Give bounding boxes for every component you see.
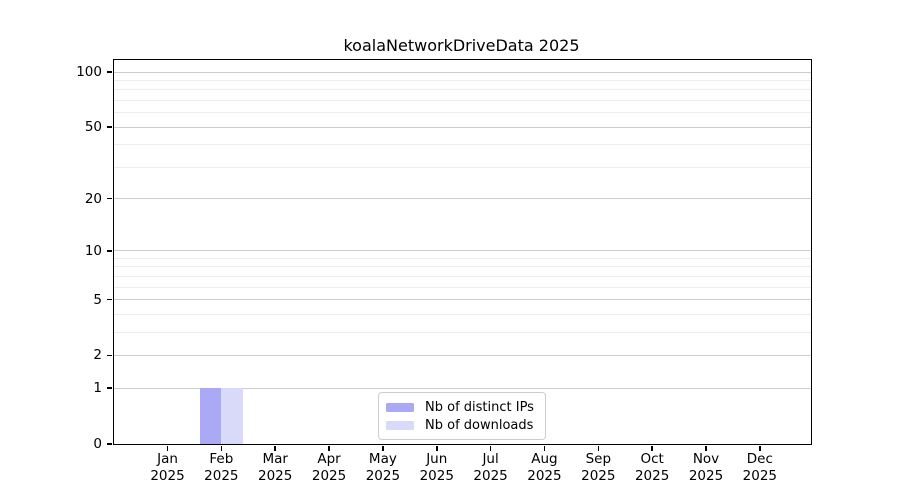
x-tick-label: Dec 2025 — [724, 451, 796, 485]
major-gridline — [114, 126, 811, 128]
legend-label: Nb of downloads — [425, 417, 534, 433]
y-axis-tick — [107, 71, 113, 73]
minor-gridline — [114, 286, 811, 288]
x-tick-label: Sep 2025 — [562, 451, 634, 485]
major-gridline — [114, 198, 811, 200]
x-tick-month: Sep — [585, 451, 612, 467]
y-axis-tick — [107, 126, 113, 128]
x-axis-tick — [328, 445, 330, 451]
y-tick-label: 100 — [76, 64, 102, 80]
x-axis-tick — [597, 445, 600, 451]
x-tick-month: Mar — [262, 451, 288, 467]
x-tick-month: Dec — [746, 451, 773, 467]
x-tick-year: 2025 — [365, 468, 401, 484]
legend-swatch — [386, 420, 414, 430]
legend-label: Nb of distinct IPs — [425, 399, 534, 415]
x-tick-month: Oct — [640, 451, 664, 467]
minor-gridline — [114, 331, 811, 333]
legend: Nb of distinct IPs Nb of downloads — [378, 392, 546, 440]
x-axis-tick — [543, 445, 546, 451]
y-axis-tick — [107, 197, 113, 200]
x-tick-label: Apr 2025 — [293, 451, 365, 485]
x-axis-tick — [489, 445, 492, 451]
y-axis-tick — [107, 443, 113, 445]
x-tick-label: Aug 2025 — [508, 451, 580, 485]
x-tick-year: 2025 — [634, 468, 670, 484]
minor-gridline — [114, 144, 811, 146]
plot-area: Nb of distinct IPs Nb of downloads 0 1 2 5 10… — [76, 59, 812, 484]
x-tick-year: 2025 — [311, 468, 347, 484]
legend-entry: Nb of distinct IPs — [386, 399, 536, 415]
x-tick-month: Feb — [209, 451, 234, 467]
y-tick-label: 0 — [93, 436, 102, 452]
major-gridline — [114, 387, 811, 389]
x-tick-year: 2025 — [473, 468, 508, 484]
y-axis-tick — [107, 298, 113, 301]
x-tick-label: Jun 2025 — [401, 451, 473, 485]
x-tick-year: 2025 — [581, 468, 616, 484]
bar-nb-of-downloads — [221, 388, 243, 444]
x-axis-tick — [220, 445, 223, 451]
x-tick-label: Jul 2025 — [455, 451, 527, 485]
x-tick-year: 2025 — [204, 468, 239, 484]
y-tick-label: 5 — [93, 291, 102, 308]
minor-gridline — [114, 89, 811, 91]
x-tick-label: Mar 2025 — [239, 451, 311, 485]
legend-entry: Nb of downloads — [386, 417, 536, 433]
major-gridline — [114, 71, 811, 73]
x-tick-label: Jan 2025 — [132, 451, 204, 485]
x-tick-year: 2025 — [150, 468, 185, 484]
x-axis-tick — [274, 445, 276, 451]
x-tick-year: 2025 — [419, 468, 454, 484]
x-tick-month: Jun — [426, 451, 448, 467]
x-tick-year: 2025 — [258, 468, 293, 484]
x-axis-tick — [166, 445, 169, 451]
x-axis-tick — [651, 445, 653, 451]
x-axis-tick — [435, 445, 438, 451]
major-gridline — [114, 250, 811, 252]
x-tick-month: May — [368, 451, 397, 467]
y-tick-label: 20 — [84, 190, 102, 207]
y-axis-tick — [107, 354, 113, 357]
y-axis-tick — [107, 387, 113, 389]
minor-gridline — [114, 112, 811, 114]
minor-gridline — [114, 79, 811, 81]
x-tick-year: 2025 — [688, 468, 724, 484]
y-tick-label: 10 — [84, 242, 102, 259]
x-tick-label: May 2025 — [347, 451, 419, 485]
y-axis-tick — [107, 249, 113, 252]
x-tick-month: Jul — [482, 451, 499, 467]
x-tick-label: Nov 2025 — [670, 451, 742, 485]
x-axis-tick — [759, 445, 761, 451]
x-tick-year: 2025 — [742, 468, 778, 484]
minor-gridline — [114, 166, 811, 168]
minor-gridline — [114, 266, 811, 268]
major-gridline — [114, 354, 811, 356]
minor-gridline — [114, 99, 811, 101]
x-tick-month: Aug — [531, 451, 558, 467]
chart-title: koalaNetworkDriveData 2025 — [343, 36, 580, 55]
major-gridline — [114, 299, 811, 301]
minor-gridline — [114, 275, 811, 277]
y-tick-label: 50 — [84, 119, 102, 136]
y-tick-label: 2 — [93, 347, 102, 364]
y-tick-label: 1 — [93, 380, 102, 397]
legend-swatch — [386, 402, 414, 412]
minor-gridline — [114, 313, 811, 315]
minor-gridline — [114, 257, 811, 259]
bar-nb-of-distinct-ips — [199, 388, 222, 444]
x-tick-label: Oct 2025 — [616, 451, 688, 485]
x-axis-tick — [705, 445, 707, 451]
x-tick-month: Jan — [157, 451, 178, 467]
x-tick-label: Feb 2025 — [185, 451, 257, 485]
x-tick-month: Apr — [317, 451, 341, 467]
x-tick-year: 2025 — [527, 468, 562, 484]
x-tick-month: Nov — [692, 451, 720, 467]
x-axis-tick — [382, 445, 384, 451]
